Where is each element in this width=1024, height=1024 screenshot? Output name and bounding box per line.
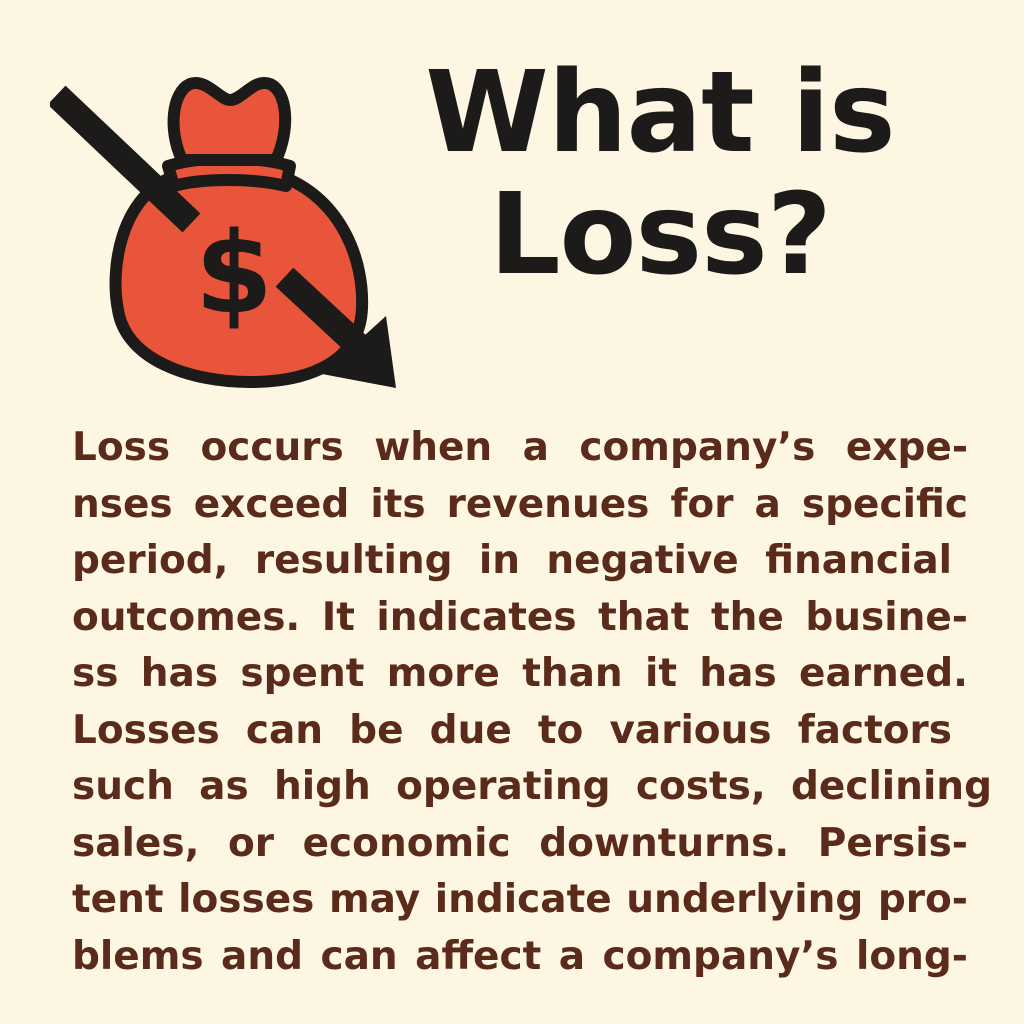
paragraph-line: sales, or economic downturns. Persis-: [72, 820, 968, 866]
definition-paragraph: Loss occurs when a company’s expe- nses …: [72, 420, 992, 985]
downward-arrow-icon: [47, 85, 201, 233]
paragraph-line: blems and can affect a company’s long-: [72, 933, 968, 979]
title-line-1: What is: [425, 48, 895, 178]
loss-illustration: $: [47, 70, 410, 400]
paragraph-line: Losses can be due to various factors: [72, 707, 952, 753]
dollar-sign: $: [195, 209, 273, 339]
paragraph-line: period, resulting in negative financial: [72, 538, 952, 583]
paragraph-line: ss has spent more than it has earned.: [72, 651, 968, 696]
paragraph-line: such as high operating costs, declining: [72, 764, 992, 809]
page-title: What is Loss?: [400, 52, 920, 296]
title-line-2: Loss?: [489, 170, 832, 300]
money-bag-icon: $: [47, 77, 396, 388]
paragraph-line: nses exceed its revenues for a specific: [72, 481, 968, 527]
paragraph-line: Loss occurs when a company’s expe-: [72, 425, 968, 470]
paragraph-line: outcomes. It indicates that the busine-: [72, 594, 968, 640]
paragraph-line: tent losses may indicate underlying pro-: [72, 877, 968, 922]
